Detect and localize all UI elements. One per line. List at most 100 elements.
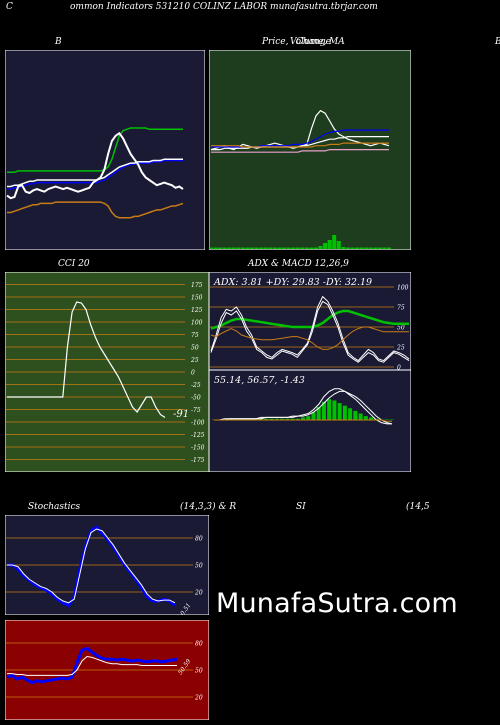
volume-bar [332,235,337,249]
bollinger-chart [5,50,205,250]
volume-bar [373,247,378,249]
rsi-tick-label: 20 [194,695,203,702]
macd-histogram-bar [390,419,394,420]
price-ma-blue-line [211,129,389,148]
price-title-2: Volume, [290,37,327,47]
macd-histogram-bar [269,418,274,420]
price-ma-orange-line [211,142,389,148]
volume-bar [213,247,218,249]
volume-bar [345,247,350,249]
volume-bar [291,247,296,249]
cci-tick-label: 125 [191,307,203,314]
volume-bar [318,246,323,249]
volume-bar [231,247,236,249]
volume-bar [368,247,373,249]
stochastics-tick-label: 80 [195,536,203,543]
macd-histogram-bar [280,418,285,420]
macd-histogram-bar [353,410,358,420]
adx-macd-title: ADX & MACD 12,26,9 [248,259,349,269]
bollinger-middle-white-line [7,158,183,188]
volume-bar [304,247,309,249]
macd-signal-orange-line [214,419,392,422]
cci-tick-label: 150 [191,295,203,302]
macd-histogram-bar [248,418,253,420]
adx-tick-label: 0 [397,365,401,371]
stochastics-tick-label: 50 [195,563,203,570]
adx-tick-label: 100 [397,285,409,292]
page-title: ommon Indicators 531210 COLINZ LABOR mun… [70,2,378,12]
cci-tick-label: -125 [191,432,205,439]
volume-bar [364,247,369,249]
volume-bar [240,247,245,249]
adx-readout: ADX: 3.81 +DY: 29.83 -DY: 32.19 [213,277,372,288]
adx--DY-line [210,300,410,363]
price-title-3: MA [329,37,345,47]
right-title: B [495,37,500,47]
macd-histogram-bar [311,412,316,420]
macd-histogram-bar [384,419,389,420]
rsi-tick-label: 80 [195,641,203,648]
volume-bar [222,247,227,249]
volume-bar [245,247,250,249]
volume-bar [341,247,346,249]
macd-histogram-bar [295,418,300,420]
cci-title: CCI 20 [58,259,90,269]
volume-bar [268,247,273,249]
macd-histogram-bar [222,418,227,420]
adx-adx-line [210,309,409,330]
volume-bar [254,247,259,249]
cci-chart: 175 150 125 100 75 50 25 0 -25 -50 -75 -100 -125 -150… [5,272,209,472]
stochastics-%K-line [7,525,176,608]
volume-bar [323,243,328,249]
stochastics-%D-line [7,528,176,604]
macd-histogram-bar [327,399,332,420]
volume-bar [282,247,287,249]
adx-+DY-line [210,295,410,362]
cci-tick-label: 25 [190,357,199,364]
volume-bar [286,247,291,249]
cci-tick-label: 75 [191,332,199,339]
macd-histogram-bar [316,407,321,420]
macd-histogram-bar [301,417,305,420]
macd-chart: 55.14, 56.57, -1.43 [209,370,411,472]
volume-bar [227,247,232,249]
rsi-title: SI [296,502,306,512]
macd-histogram-bar [227,418,232,420]
volume-bar [327,240,332,249]
cci-tick-label: 0 [191,370,195,377]
macd-histogram-bar [342,405,347,420]
price-title-overlap: Change [296,37,331,47]
macd-histogram-bar [290,418,295,420]
bollinger-upper-line [7,127,183,173]
adx-tick-label: 75 [397,305,405,312]
volume-bar [263,247,268,249]
macd-histogram-bar [253,418,258,420]
macd-histogram-bar [238,418,243,420]
macd-histogram-bar [348,408,353,420]
bollinger-middle-blue-line [7,159,183,190]
volume-bar [336,241,341,249]
macd-histogram-bar [306,416,311,420]
adx-chart: 100 75 50 25 0 ADX: 3.81 +DY: 29.83 -DY: 32.… [209,272,411,370]
macd-histogram-bar [243,418,248,420]
stochastics-title: Stochastics [28,502,81,512]
volume-bar [295,247,300,249]
volume-bar [236,247,241,249]
volume-bar [209,247,213,249]
price-chart [209,50,411,250]
cci-tick-label: 100 [191,320,203,327]
cci-tick-label: -50 [191,395,201,402]
volume-bar [313,247,318,249]
volume-bar [350,247,355,249]
macd-histogram-bar [332,400,337,420]
cci-tick-label: -175 [191,457,205,464]
rsi-smooth-line [7,655,177,676]
stochastics-tick-label: 20 [194,590,203,597]
macd-histogram-bar [337,403,342,420]
volume-bar [277,247,282,249]
bollinger-price-line [6,131,184,200]
cci-tick-label: -150 [191,445,205,452]
price-title-1: Price, [262,37,289,47]
adx-tick-label: 50 [397,325,405,332]
